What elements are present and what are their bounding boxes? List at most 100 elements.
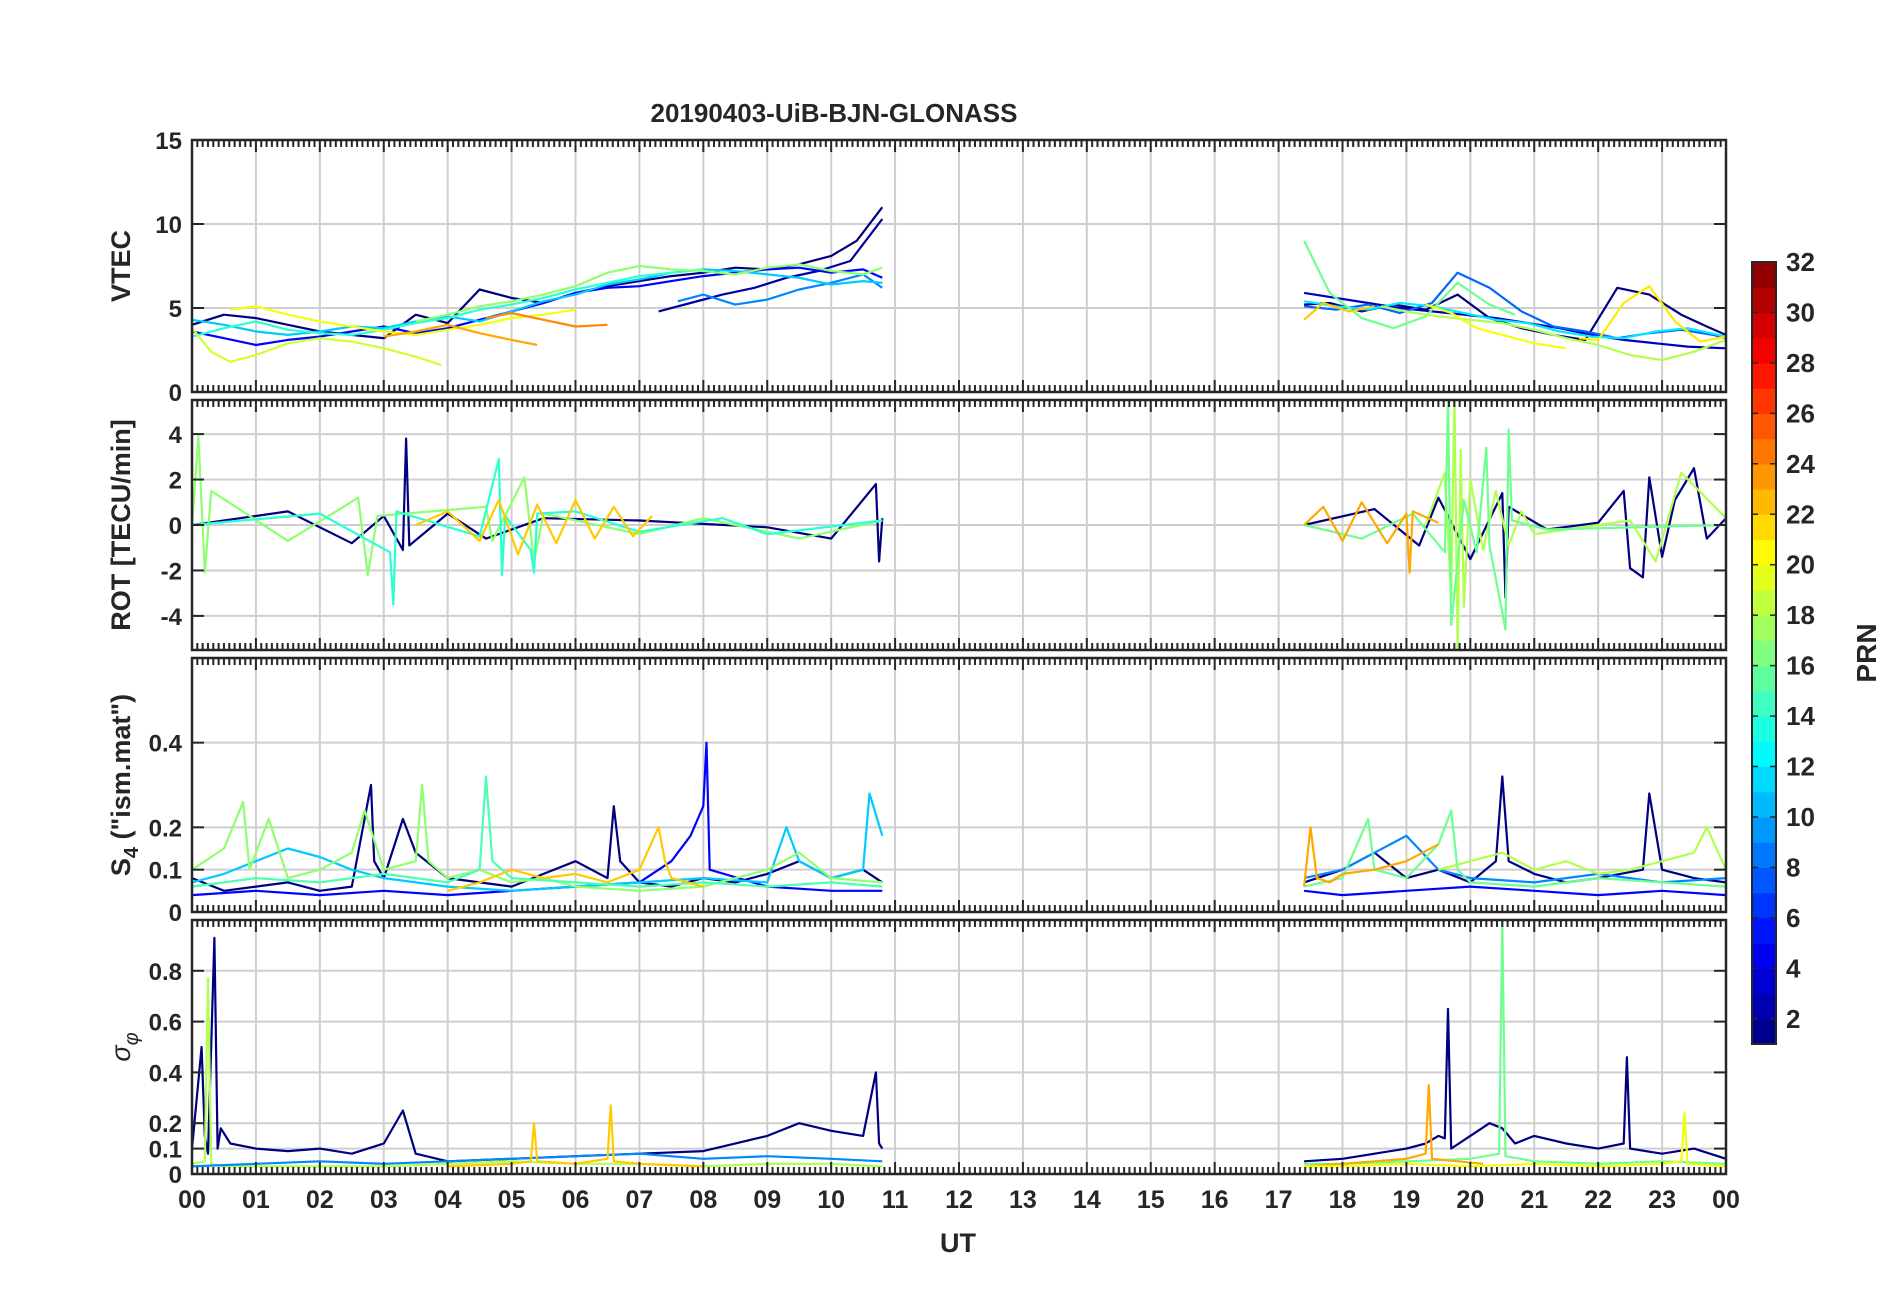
series-line-prn-23 bbox=[1304, 1083, 1484, 1168]
series-line-prn-22 bbox=[447, 826, 704, 892]
colorbar-tick-label: 12 bbox=[1786, 752, 1815, 782]
colorbar-segment bbox=[1752, 716, 1776, 742]
series-line-prn-5 bbox=[1303, 885, 1726, 897]
y-axis-label: ROT [TECU/min] bbox=[106, 419, 136, 630]
series-line-prn-18 bbox=[1438, 826, 1726, 876]
colorbar-tick-label: 6 bbox=[1786, 903, 1800, 933]
series-line-prn-22 bbox=[1303, 301, 1375, 321]
series-line-prn-16 bbox=[1304, 920, 1726, 1165]
x-tick-label: 09 bbox=[753, 1186, 781, 1214]
x-tick-label: 19 bbox=[1393, 1186, 1421, 1214]
y-tick-label: 0.1 bbox=[149, 858, 182, 885]
colorbar-segment bbox=[1752, 917, 1776, 944]
series-line-prn-1 bbox=[192, 936, 884, 1163]
colorbar-segment bbox=[1752, 337, 1776, 364]
series-line-prn-9 bbox=[677, 273, 883, 306]
series-line-prn-16 bbox=[1303, 400, 1726, 631]
y-tick-label: 2 bbox=[169, 468, 182, 495]
colorbar-label: PRN bbox=[1851, 623, 1882, 682]
series-line-prn-1 bbox=[192, 437, 884, 563]
series-line-prn-20 bbox=[1425, 303, 1567, 350]
colorbar-tick-label: 28 bbox=[1786, 348, 1815, 378]
colorbar-tick-label: 4 bbox=[1786, 953, 1801, 983]
series-line-prn-2 bbox=[658, 218, 884, 313]
x-tick-label: 06 bbox=[562, 1186, 590, 1214]
series-line-prn-11 bbox=[192, 792, 884, 892]
series-line-prn-19 bbox=[192, 327, 442, 367]
series-line-prn-18 bbox=[1424, 400, 1726, 650]
x-tick-label: 01 bbox=[242, 1186, 270, 1214]
colorbar-segment bbox=[1752, 539, 1776, 566]
series-line-prn-21 bbox=[1578, 285, 1726, 343]
series-line-prn-16 bbox=[1303, 809, 1726, 888]
colorbar-segment bbox=[1752, 943, 1776, 969]
x-tick-label: 12 bbox=[945, 1186, 973, 1214]
colorbar-tick-label: 8 bbox=[1786, 852, 1800, 882]
y-tick-label: 0 bbox=[169, 900, 182, 927]
colorbar-segment bbox=[1752, 489, 1776, 515]
colorbar-tick-label: 22 bbox=[1786, 499, 1815, 529]
colorbar-segment bbox=[1752, 362, 1776, 389]
y-axis-label-sub: 4 bbox=[121, 846, 143, 858]
colorbar-segment bbox=[1752, 413, 1776, 440]
colorbar-tick-label: 24 bbox=[1786, 449, 1815, 479]
x-tick-label: 15 bbox=[1137, 1186, 1165, 1214]
colorbar-tick-label: 2 bbox=[1786, 1004, 1800, 1034]
y-tick-label: 0.8 bbox=[149, 959, 182, 986]
y-tick-label: 5 bbox=[169, 296, 182, 323]
y-axis-label-rest: ("ism.mat") bbox=[106, 694, 136, 847]
x-tick-label: 03 bbox=[370, 1186, 398, 1214]
y-tick-label: 0 bbox=[169, 513, 182, 540]
series-line-prn-22 bbox=[415, 498, 654, 556]
y-tick-label: 15 bbox=[155, 128, 182, 155]
colorbar-segment bbox=[1752, 993, 1776, 1020]
y-tick-label: 0.6 bbox=[149, 1010, 182, 1037]
series-group bbox=[192, 741, 1726, 897]
panel-3: 00.10.20.4S4 ("ism.mat") bbox=[106, 656, 1728, 927]
series-line-prn-23 bbox=[1303, 501, 1439, 574]
colorbar-segment bbox=[1752, 514, 1776, 541]
x-tick-label: 07 bbox=[626, 1186, 654, 1214]
series-line-prn-9 bbox=[1303, 834, 1726, 884]
colorbar-segment bbox=[1752, 791, 1776, 818]
x-tick-label: 14 bbox=[1073, 1186, 1101, 1214]
panel-2: -4 -2 0 2 4 ROT [TECU/min] bbox=[106, 398, 1728, 652]
y-tick-label: 0.2 bbox=[149, 1111, 182, 1138]
colorbar-segment bbox=[1752, 287, 1776, 314]
y-tick-label: -2 bbox=[161, 558, 182, 585]
y-axis-label: VTEC bbox=[106, 230, 136, 302]
colorbar-segment bbox=[1752, 438, 1776, 465]
series-line-prn-15 bbox=[192, 775, 883, 888]
colorbar-segment bbox=[1752, 262, 1776, 288]
colorbar-segment bbox=[1752, 589, 1776, 616]
colorbar-segment bbox=[1752, 766, 1776, 793]
colorbar-segment bbox=[1752, 816, 1776, 843]
y-axis-label: σφ bbox=[106, 1032, 143, 1061]
x-tick-label: 16 bbox=[1201, 1186, 1229, 1214]
x-tick-label: 23 bbox=[1648, 1186, 1676, 1214]
panel-1: 0 5 10 15 VTEC bbox=[106, 128, 1728, 407]
y-tick-label: 0.4 bbox=[149, 731, 183, 758]
colorbar-tick-label: 26 bbox=[1786, 398, 1815, 428]
y-axis-label-main: S bbox=[106, 858, 136, 876]
x-tick-label: 22 bbox=[1584, 1186, 1612, 1214]
series-line-prn-23 bbox=[383, 323, 538, 347]
x-tick-label: 08 bbox=[689, 1186, 717, 1214]
series-line-prn-14 bbox=[192, 268, 704, 338]
y-tick-label: 0.4 bbox=[149, 1060, 183, 1087]
y-tick-label: 10 bbox=[155, 212, 182, 239]
series-line-prn-9 bbox=[192, 1152, 883, 1168]
series-line-prn-5 bbox=[192, 266, 883, 347]
colorbar-tick-label: 16 bbox=[1786, 651, 1815, 681]
series-line-prn-1 bbox=[1304, 1007, 1726, 1163]
colorbar-segment bbox=[1752, 615, 1776, 641]
colorbar-segment bbox=[1752, 741, 1776, 768]
series-group bbox=[192, 400, 1726, 650]
series-line-prn-12 bbox=[1303, 300, 1726, 340]
colorbar-segment bbox=[1752, 867, 1776, 894]
colorbar-tick-label: 14 bbox=[1786, 701, 1815, 731]
colorbar-segment bbox=[1752, 1018, 1776, 1045]
y-tick-label: 4 bbox=[169, 422, 183, 449]
x-tick-label: 11 bbox=[882, 1186, 909, 1214]
